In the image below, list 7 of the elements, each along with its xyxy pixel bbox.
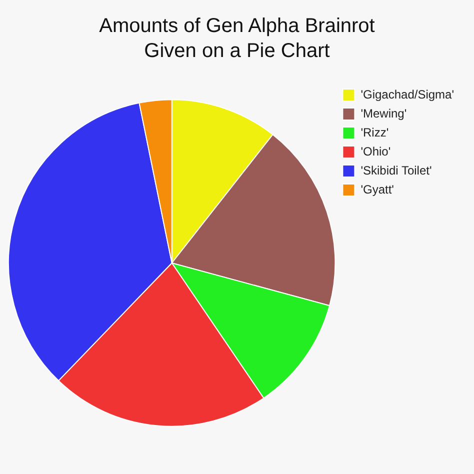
chart-title: Amounts of Gen Alpha Brainrot Given on a Pie Chart [98,14,376,64]
legend-label: 'Gyatt' [360,182,394,196]
legend-label: 'Mewing' [360,106,407,120]
legend-label: 'Rizz' [360,125,389,140]
legend-label: 'Gigachad/Sigma' [360,87,454,102]
legend-label: 'Skibidi Toilet' [360,163,432,178]
legend-label: 'Ohio' [360,144,391,158]
